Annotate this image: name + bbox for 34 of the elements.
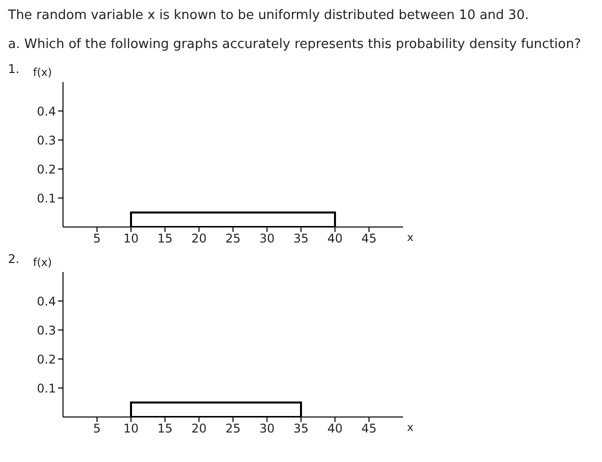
x-tick-label: 10 — [123, 232, 139, 246]
x-tick-label: 5 — [93, 422, 101, 436]
text: 2. — [8, 252, 20, 266]
x-tick-label: 5 — [93, 232, 101, 246]
text: 1. — [8, 62, 20, 76]
chart-subtitle: a. Which of the following graphs accurately represents this probability density function? — [8, 37, 582, 52]
x-tick-label: 35 — [293, 232, 309, 246]
x-tick-label: 15 — [157, 422, 173, 436]
x-tick-label: 20 — [191, 422, 207, 436]
x-tick-label: 40 — [327, 422, 343, 436]
x-tick-label: 15 — [157, 232, 173, 246]
x-tick-label: 45 — [361, 422, 377, 436]
y-tick-label: 0.4 — [36, 294, 56, 308]
x-tick-label: 45 — [361, 232, 377, 246]
x-tick-label: 20 — [191, 232, 207, 246]
x-axis-title: x — [407, 231, 414, 244]
x-tick-label: 40 — [327, 232, 343, 246]
y-tick-label: 0.1 — [36, 381, 56, 396]
x-axis-title: x — [407, 421, 414, 434]
y-tick-label: 0.3 — [36, 323, 56, 338]
y-axis-title: f(x) — [33, 66, 52, 79]
y-tick-label: 0.4 — [36, 104, 56, 118]
y-tick-label: 0.2 — [36, 162, 56, 176]
y-tick-label: 0.3 — [36, 133, 56, 148]
y-tick-label: 0.1 — [36, 191, 56, 206]
chart-title: The random variable x is known to be uniformly distributed between 10 and 30. — [8, 8, 530, 23]
x-tick-label: 30 — [259, 232, 275, 246]
y-tick-label: 0.2 — [36, 352, 56, 366]
x-tick-label: 35 — [293, 422, 309, 436]
x-tick-label: 10 — [123, 422, 139, 436]
x-tick-label: 25 — [225, 422, 241, 436]
x-tick-label: 30 — [259, 422, 275, 436]
y-axis-title: f(x) — [33, 256, 52, 269]
x-tick-label: 25 — [225, 232, 241, 246]
